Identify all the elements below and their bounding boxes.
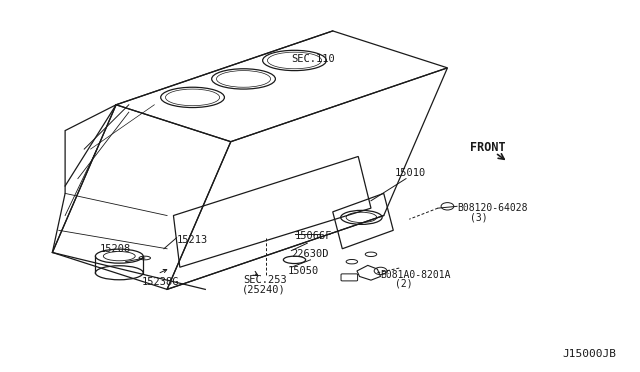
Text: J15000JB: J15000JB	[562, 349, 616, 359]
Text: 22630D: 22630D	[291, 249, 329, 259]
Text: (3): (3)	[470, 212, 488, 222]
Text: 15066F: 15066F	[294, 231, 332, 241]
Text: 15213: 15213	[177, 234, 208, 244]
Text: (25240): (25240)	[243, 284, 286, 294]
Text: B081A0-8201A: B081A0-8201A	[381, 270, 451, 280]
Text: FRONT: FRONT	[470, 141, 506, 154]
Text: B08120-64028: B08120-64028	[457, 203, 527, 213]
Text: 15010: 15010	[395, 168, 426, 178]
Text: (2): (2)	[395, 279, 413, 289]
Text: SEC.110: SEC.110	[291, 54, 335, 64]
Text: 15238G: 15238G	[141, 277, 179, 287]
Text: 15050: 15050	[288, 266, 319, 276]
Text: SEC.253: SEC.253	[244, 275, 287, 285]
Text: 15208: 15208	[100, 244, 131, 254]
